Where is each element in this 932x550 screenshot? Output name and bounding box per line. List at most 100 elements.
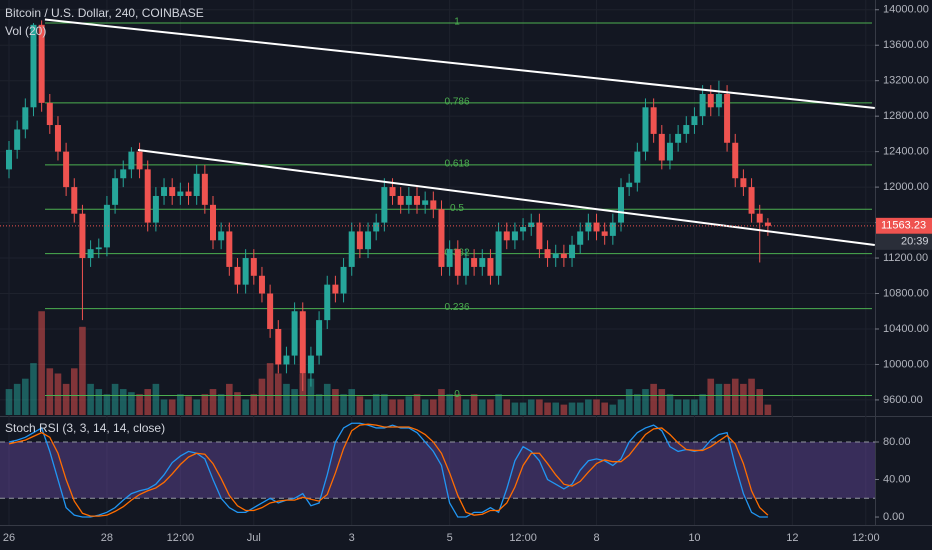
volume-bar xyxy=(674,399,682,415)
rsi-band xyxy=(0,442,875,499)
candle-body xyxy=(650,107,657,134)
volume-bar xyxy=(462,399,470,415)
fib-label: 1 xyxy=(454,17,460,28)
candle-body xyxy=(601,231,608,236)
volume-bar xyxy=(707,378,715,415)
candle-body xyxy=(283,355,290,365)
candle-body xyxy=(267,293,274,329)
volume-bar xyxy=(650,383,657,415)
volume-bar xyxy=(87,383,94,415)
x-tick-label: 12:00 xyxy=(167,532,195,544)
candle-body xyxy=(560,253,567,259)
candle-body xyxy=(54,125,61,152)
volume-bar xyxy=(168,399,176,415)
volume-bar xyxy=(568,402,576,415)
volume-bar xyxy=(250,394,258,415)
volume-bar xyxy=(79,326,86,415)
volume-bar xyxy=(152,383,160,415)
volume-bar xyxy=(682,399,690,415)
volume-bar xyxy=(128,392,135,415)
volume-bar xyxy=(544,402,551,415)
volume-bar xyxy=(478,399,486,415)
volume-bar xyxy=(22,378,29,415)
candle-body xyxy=(14,129,21,150)
y-tick-label: 40.00 xyxy=(883,473,911,485)
candle-body xyxy=(438,209,445,267)
volume-bar xyxy=(348,389,356,415)
volume-bar xyxy=(634,394,641,415)
volume-bar xyxy=(70,368,78,415)
volume-bar xyxy=(103,394,111,415)
candle-body xyxy=(462,258,469,276)
volume-bar xyxy=(364,399,372,415)
volume-bar xyxy=(715,383,723,415)
candle-body xyxy=(699,93,706,117)
candle-body xyxy=(511,231,518,241)
y-tick-label: 10000.00 xyxy=(883,358,929,370)
volume-bar xyxy=(201,394,209,415)
candle-body xyxy=(103,204,110,248)
x-tick-label: Jul xyxy=(247,532,261,544)
volume-bar xyxy=(217,394,225,415)
candle-body xyxy=(569,244,576,259)
candle-body xyxy=(177,191,184,196)
candle-body xyxy=(707,93,714,108)
y-tick-label: 13600.00 xyxy=(883,39,929,51)
volume-bar xyxy=(291,389,298,415)
candle-body xyxy=(642,107,649,152)
volume-bar xyxy=(209,389,217,415)
candle-body xyxy=(95,247,102,250)
candle-body xyxy=(71,187,78,214)
candle-body xyxy=(242,258,249,285)
candle-body xyxy=(356,231,363,250)
candle-body xyxy=(748,187,755,214)
candle-body xyxy=(332,284,339,294)
volume-bar xyxy=(242,399,249,415)
y-tick-label: 12400.00 xyxy=(883,146,929,158)
candle-body xyxy=(609,222,616,236)
volume-label: Vol (20) xyxy=(5,24,46,38)
trendline xyxy=(137,149,875,247)
candle-body xyxy=(22,107,29,130)
candle-body xyxy=(471,258,478,267)
x-tick-label: 12 xyxy=(786,532,798,544)
volume-bar xyxy=(699,394,706,415)
candle-body xyxy=(593,222,600,232)
candle-body xyxy=(675,133,682,143)
candle-body xyxy=(275,328,282,365)
y-tick-label: 12000.00 xyxy=(883,181,929,193)
candle-body xyxy=(226,231,233,267)
candle-body xyxy=(658,133,665,161)
countdown-box xyxy=(876,233,932,250)
x-tick-label: 3 xyxy=(349,532,355,544)
candle-body xyxy=(185,191,192,196)
volume-bar xyxy=(258,378,266,415)
volume-bar xyxy=(283,383,290,415)
volume-bar xyxy=(193,399,200,415)
volume-bar xyxy=(666,394,674,415)
candle-body xyxy=(764,222,771,226)
x-tick-label: 26 xyxy=(3,532,15,544)
candle-body xyxy=(144,169,151,223)
candle-body xyxy=(544,249,551,259)
volume-bar xyxy=(405,396,413,415)
volume-bar xyxy=(111,383,119,415)
fib-label: 0.618 xyxy=(444,159,469,170)
x-tick-label: 10 xyxy=(688,532,700,544)
fib-label: 0.236 xyxy=(444,302,469,313)
fib-label: 0.786 xyxy=(444,97,469,108)
candle-body xyxy=(389,187,396,196)
volume-bar xyxy=(430,399,437,415)
candle-body xyxy=(112,178,119,205)
candle-body xyxy=(63,151,70,188)
y-tick-label: 9600.00 xyxy=(883,394,923,406)
volume-bar xyxy=(503,399,511,415)
candle-body xyxy=(577,231,584,245)
y-tick-label: 12800.00 xyxy=(883,110,929,122)
volume-bar xyxy=(658,389,666,415)
volume-bar xyxy=(356,396,364,415)
candle-body xyxy=(201,173,208,205)
x-tick-label: 8 xyxy=(593,532,599,544)
candle-body xyxy=(169,187,176,196)
